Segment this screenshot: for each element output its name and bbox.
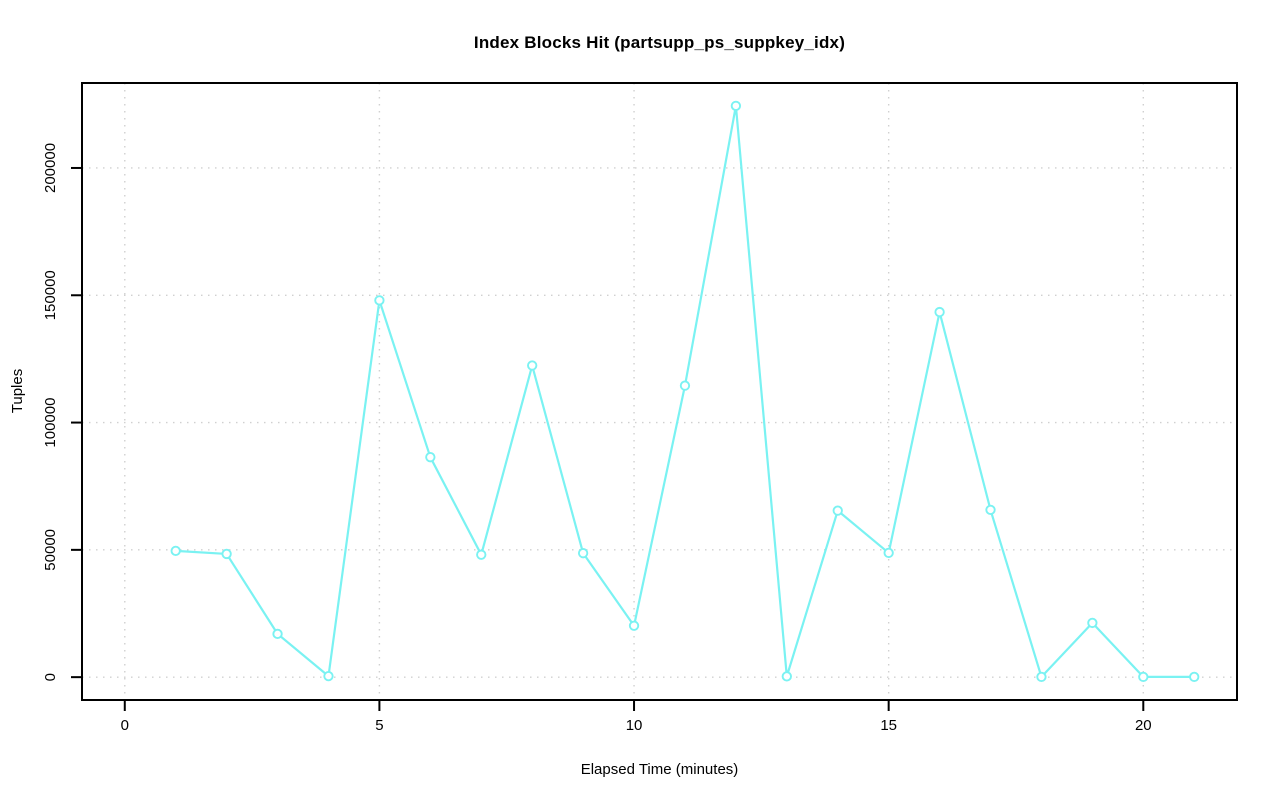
data-point bbox=[425, 452, 436, 463]
y-tick-label: 200000 bbox=[42, 143, 59, 193]
data-point bbox=[170, 545, 181, 557]
data-point bbox=[1036, 671, 1047, 683]
data-point bbox=[730, 100, 742, 112]
x-tick-label: 5 bbox=[375, 717, 383, 734]
data-point bbox=[934, 306, 945, 318]
x-axis-title: Elapsed Time (minutes) bbox=[580, 761, 739, 778]
data-point bbox=[679, 380, 691, 391]
chart-title: Index Blocks Hit (partsupp_ps_suppkey_id… bbox=[473, 33, 846, 52]
data-point bbox=[832, 505, 843, 516]
x-tick-label: 0 bbox=[121, 717, 129, 734]
data-point bbox=[985, 504, 996, 516]
y-tick-label: 50000 bbox=[42, 529, 59, 571]
data-point bbox=[883, 547, 894, 559]
x-tick-label: 15 bbox=[880, 717, 897, 734]
data-point bbox=[1189, 671, 1200, 683]
data-point bbox=[781, 671, 792, 682]
x-tick-label: 10 bbox=[626, 717, 643, 734]
series-line bbox=[174, 104, 1196, 678]
x-tick-label: 20 bbox=[1135, 717, 1152, 734]
data-point bbox=[628, 620, 640, 631]
y-tick-label: 150000 bbox=[42, 270, 59, 320]
y-tick-label: 100000 bbox=[42, 398, 59, 448]
data-point bbox=[1087, 617, 1098, 629]
data-point bbox=[221, 548, 232, 560]
data-point bbox=[374, 295, 385, 306]
y-tick-label: 0 bbox=[42, 673, 59, 681]
data-point bbox=[577, 548, 589, 559]
data-point bbox=[476, 549, 487, 560]
y-axis-title: Tuples bbox=[9, 368, 26, 414]
data-point bbox=[1138, 671, 1149, 683]
plot-frame bbox=[81, 82, 1238, 701]
data-point bbox=[527, 360, 538, 371]
data-point bbox=[323, 670, 334, 682]
data-point bbox=[272, 628, 283, 640]
